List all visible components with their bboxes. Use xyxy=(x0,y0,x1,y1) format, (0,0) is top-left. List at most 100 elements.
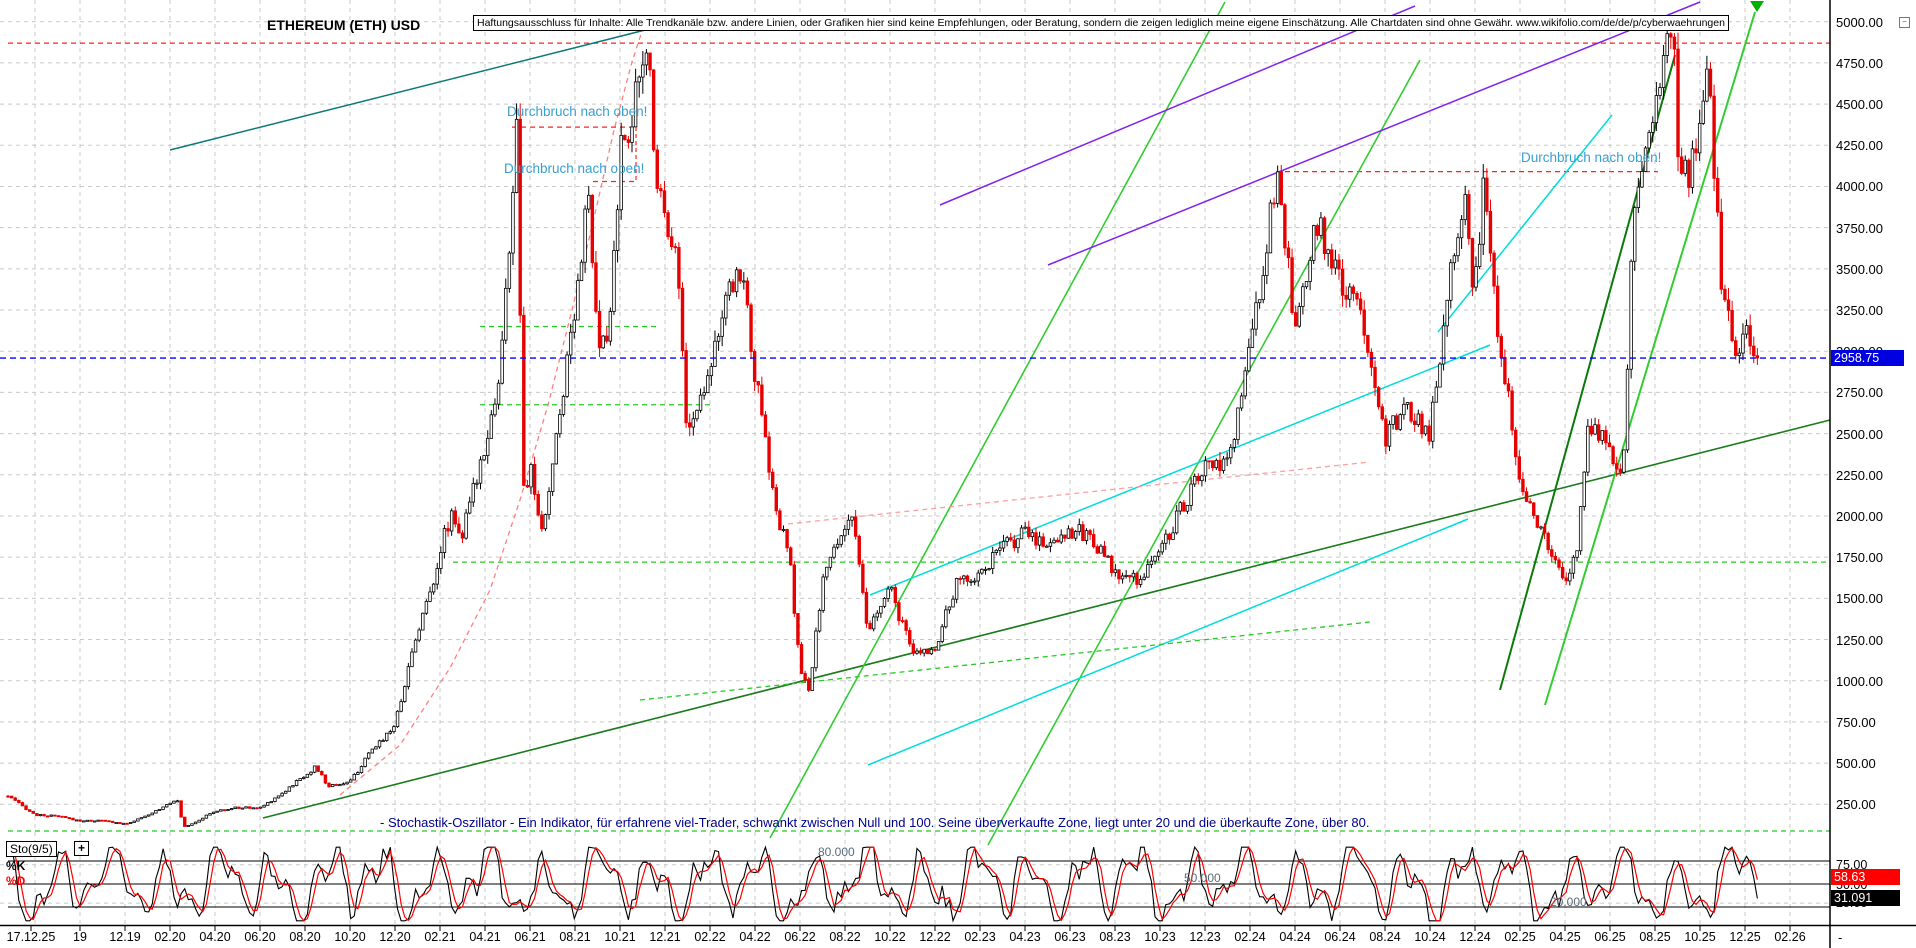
candle-body xyxy=(1146,564,1150,578)
date-axis-label: 06.21 xyxy=(514,930,546,944)
candle-body xyxy=(630,126,634,143)
date-axis-label: 02.24 xyxy=(1234,930,1266,944)
candle-body xyxy=(1055,539,1060,543)
candle-body xyxy=(1607,442,1612,448)
candle-body xyxy=(222,809,227,812)
candle-body xyxy=(792,564,797,614)
date-axis-label: 06.25 xyxy=(1594,930,1626,944)
candle-body xyxy=(1131,572,1136,578)
add-indicator-button[interactable]: + xyxy=(74,841,89,856)
price-axis-label: 750.00 xyxy=(1836,714,1876,730)
date-axis-label: 02.25 xyxy=(1504,930,1536,944)
candle-body xyxy=(345,781,349,785)
price-axis-label: 500.00 xyxy=(1836,756,1876,772)
candle-body xyxy=(1030,532,1035,538)
candle-body xyxy=(846,519,851,530)
candle-body xyxy=(940,626,944,642)
candle-body xyxy=(1362,309,1366,336)
candle-body xyxy=(410,651,414,668)
candle-body xyxy=(125,822,129,825)
candle-body xyxy=(460,532,465,539)
candle-body xyxy=(114,822,118,824)
price-axis-label: 3500.00 xyxy=(1836,261,1883,277)
candle-body xyxy=(413,639,418,653)
candle-body xyxy=(442,528,447,553)
candle-body xyxy=(763,414,768,438)
date-axis-label: 04.25 xyxy=(1549,930,1581,944)
candle-body xyxy=(1723,288,1727,301)
annotation-breakout-2: Durchbruch nach oben! xyxy=(504,161,645,176)
candle-body xyxy=(561,395,566,415)
candle-body xyxy=(789,547,793,566)
candle-body xyxy=(219,809,223,812)
candle-body xyxy=(1196,475,1200,482)
date-axis-label: 04.22 xyxy=(739,930,771,944)
date-axis-label: 06.23 xyxy=(1054,930,1086,944)
candle-body xyxy=(38,814,43,817)
date-axis-label: 12.19 xyxy=(109,930,141,944)
candle-body xyxy=(540,514,544,530)
candle-body xyxy=(875,612,879,618)
stochastic-indicator-label[interactable]: Sto(9/5) xyxy=(6,841,57,857)
date-axis-label: 04.24 xyxy=(1279,930,1311,944)
candle-body xyxy=(1503,357,1507,385)
candle-body xyxy=(17,799,21,803)
candle-body xyxy=(590,194,595,264)
date-axis-label: 04.21 xyxy=(469,930,501,944)
candle-body xyxy=(731,281,735,293)
collapse-axis-icon[interactable]: − xyxy=(1899,17,1910,28)
candle-body xyxy=(316,765,320,772)
date-axis-label: 02.20 xyxy=(154,930,186,944)
candle-body xyxy=(518,118,522,316)
date-axis-label: 08.21 xyxy=(559,930,591,944)
candle-body xyxy=(522,314,526,486)
candle-body xyxy=(366,752,371,759)
candle-body xyxy=(929,648,934,655)
candle-body xyxy=(662,190,667,214)
candle-body xyxy=(403,686,407,702)
candle-body xyxy=(1182,502,1186,512)
candle-body xyxy=(1286,247,1291,259)
candle-body xyxy=(698,394,703,411)
candle-body xyxy=(965,575,970,582)
candle-body xyxy=(1247,347,1251,372)
candle-body xyxy=(1434,386,1439,403)
candle-body xyxy=(1340,268,1345,296)
candle-body xyxy=(67,817,72,820)
candle-body xyxy=(1153,555,1157,562)
candle-body xyxy=(1337,259,1341,270)
candle-body xyxy=(179,800,183,818)
candle-body xyxy=(1117,569,1121,580)
candle-body xyxy=(31,811,35,814)
candle-body xyxy=(1333,259,1338,269)
candle-body xyxy=(352,773,356,781)
candle-body xyxy=(511,192,515,254)
candle-body xyxy=(1586,425,1590,473)
price-axis-label: 4500.00 xyxy=(1836,97,1883,113)
candle-body xyxy=(1690,148,1695,188)
candle-body xyxy=(633,81,638,128)
candle-body xyxy=(330,784,335,788)
green-dashed-diagonal xyxy=(639,621,1371,701)
candle-body xyxy=(89,819,93,822)
candle-body xyxy=(987,568,991,571)
candle-body xyxy=(799,644,804,674)
candle-body xyxy=(71,817,75,821)
candle-body xyxy=(251,807,255,810)
annotation-breakout-3: Durchbruch nach oben! xyxy=(1521,150,1662,165)
candle-body xyxy=(1304,281,1309,288)
candle-body xyxy=(1301,286,1305,307)
candle-body xyxy=(327,782,331,788)
candle-body xyxy=(1315,225,1320,236)
candle-body xyxy=(1128,574,1132,578)
candle-body xyxy=(1441,325,1446,365)
candle-body xyxy=(399,701,403,712)
candle-body xyxy=(421,612,425,631)
date-axis-label: 02.22 xyxy=(694,930,726,944)
price-axis-label: 1500.00 xyxy=(1836,591,1883,607)
candle-body xyxy=(359,766,364,773)
candle-body xyxy=(1016,538,1020,549)
candle-body xyxy=(1391,415,1395,425)
price-axis-label: 1750.00 xyxy=(1836,550,1883,566)
